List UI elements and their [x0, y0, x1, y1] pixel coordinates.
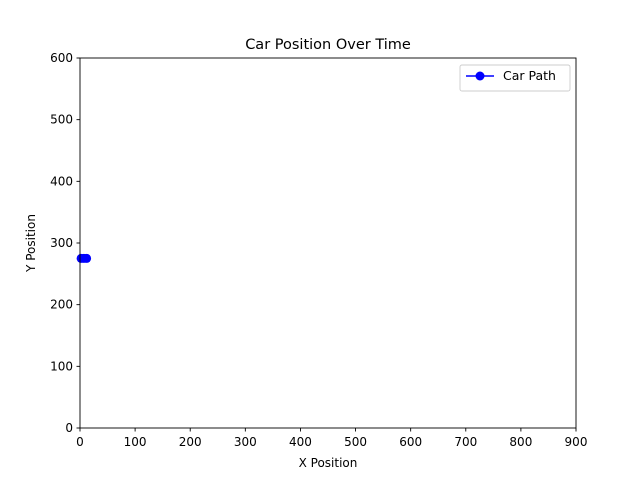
x-tick-label: 600 — [399, 435, 422, 449]
legend-label: Car Path — [503, 68, 556, 83]
series-car-path — [76, 253, 92, 263]
x-tick-label: 0 — [76, 435, 84, 449]
y-tick-label: 100 — [50, 359, 73, 373]
y-tick-label: 400 — [50, 174, 73, 188]
x-tick-label: 100 — [124, 435, 147, 449]
x-axis-label: X Position — [299, 456, 358, 470]
x-tick-label: 900 — [565, 435, 588, 449]
y-tick-label: 200 — [50, 298, 73, 312]
y-tick-label: 500 — [50, 113, 73, 127]
y-axis-label: Y Position — [24, 214, 38, 273]
y-tick-label: 600 — [50, 51, 73, 65]
y-tick-label: 0 — [65, 421, 73, 435]
legend-marker — [475, 71, 485, 81]
data-point — [82, 253, 92, 263]
y-tick-label: 300 — [50, 236, 73, 250]
y-axis-ticks: 0 100 200 300 400 500 600 — [50, 51, 80, 435]
x-tick-label: 300 — [234, 435, 257, 449]
legend-box — [459, 64, 571, 92]
x-tick-label: 700 — [454, 435, 477, 449]
legend: Car Path — [459, 64, 571, 92]
plot-area — [80, 58, 576, 428]
x-tick-label: 800 — [509, 435, 532, 449]
x-tick-label: 400 — [289, 435, 312, 449]
chart-title: Car Position Over Time — [245, 37, 411, 53]
x-axis-ticks: 0 100 200 300 400 500 600 700 800 900 — [76, 428, 587, 449]
x-tick-label: 200 — [179, 435, 202, 449]
x-tick-label: 500 — [344, 435, 367, 449]
plot-frame — [79, 57, 577, 429]
